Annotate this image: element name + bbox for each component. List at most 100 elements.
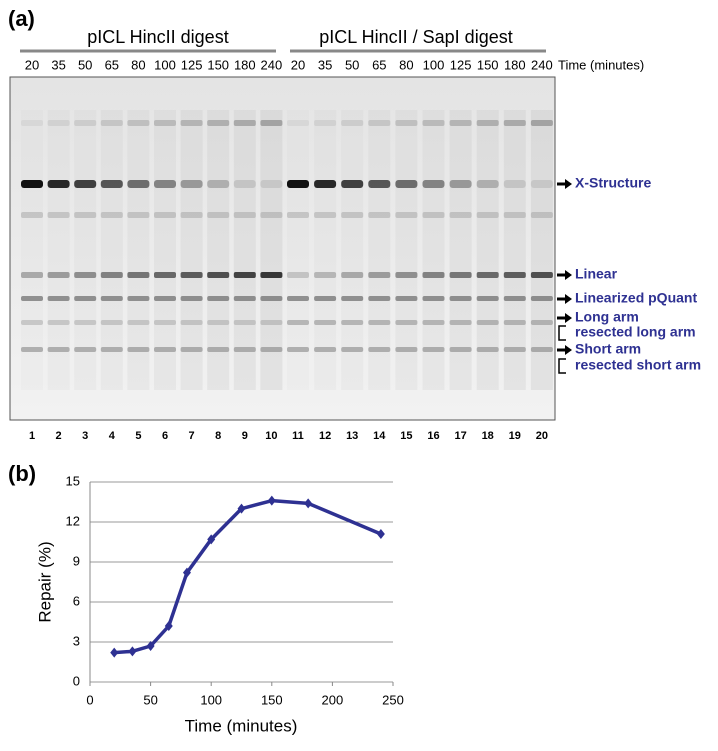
gel-band bbox=[207, 120, 230, 126]
lane-number: 19 bbox=[509, 430, 521, 442]
gel-band bbox=[530, 347, 553, 352]
data-point bbox=[207, 534, 216, 545]
gel-band bbox=[47, 320, 70, 325]
gel-band bbox=[422, 347, 445, 352]
gel-band bbox=[476, 212, 499, 218]
lane-smear bbox=[154, 110, 176, 390]
gel-band bbox=[47, 180, 70, 188]
lane-number: 14 bbox=[373, 430, 386, 442]
time-tick: 20 bbox=[291, 57, 305, 72]
gel-band bbox=[207, 180, 230, 188]
gel-band bbox=[476, 120, 499, 126]
gel-band bbox=[127, 347, 150, 352]
time-tick: 150 bbox=[477, 57, 499, 72]
x-tick-label: 150 bbox=[261, 692, 283, 707]
x-axis-label: Time (minutes) bbox=[185, 716, 298, 735]
time-tick: 100 bbox=[154, 57, 176, 72]
gel-band bbox=[341, 212, 364, 218]
gel-band bbox=[287, 120, 309, 126]
y-tick-label: 6 bbox=[73, 593, 80, 608]
gel-band bbox=[233, 212, 256, 218]
lane-smear bbox=[260, 110, 283, 390]
gel-band bbox=[127, 120, 150, 126]
gel-band bbox=[127, 296, 150, 301]
lane-number: 11 bbox=[292, 430, 304, 442]
band-label: Linear bbox=[575, 266, 618, 282]
gel-band bbox=[341, 347, 364, 352]
gel-band bbox=[314, 180, 337, 188]
time-tick: 240 bbox=[531, 57, 553, 72]
gel-band bbox=[503, 296, 526, 301]
y-tick-label: 3 bbox=[73, 633, 80, 648]
gel-band bbox=[260, 296, 283, 301]
band-label: resected long arm bbox=[575, 324, 696, 340]
gel-band bbox=[127, 180, 150, 188]
x-tick-label: 200 bbox=[322, 692, 344, 707]
gel-band bbox=[233, 296, 256, 301]
time-tick: 50 bbox=[78, 57, 92, 72]
gel-band bbox=[368, 347, 391, 352]
gel-band bbox=[21, 320, 43, 325]
gel-band bbox=[207, 212, 230, 218]
gel-band bbox=[47, 272, 70, 278]
arrow-head bbox=[565, 270, 572, 280]
gel-band bbox=[100, 296, 123, 301]
time-label: Time (minutes) bbox=[558, 57, 644, 72]
arrow-head bbox=[565, 345, 572, 355]
gel-band bbox=[530, 180, 553, 188]
gel-band bbox=[127, 272, 150, 278]
gel-band bbox=[395, 347, 418, 352]
gel-band bbox=[422, 296, 445, 301]
lane-number: 5 bbox=[135, 430, 141, 442]
y-tick-label: 15 bbox=[66, 473, 80, 488]
time-tick: 240 bbox=[261, 57, 283, 72]
lane-number: 4 bbox=[109, 430, 116, 442]
gel-band bbox=[233, 347, 256, 352]
data-point bbox=[304, 498, 313, 509]
gel-band bbox=[180, 296, 203, 301]
gel-band bbox=[100, 347, 123, 352]
gel-band bbox=[503, 120, 526, 126]
gel-band bbox=[207, 347, 230, 352]
data-point bbox=[128, 646, 137, 657]
data-line bbox=[114, 498, 382, 655]
time-tick: 35 bbox=[51, 57, 65, 72]
y-tick-label: 12 bbox=[66, 513, 80, 528]
gel-band bbox=[207, 272, 230, 278]
gel-band bbox=[368, 320, 391, 325]
lane-smear bbox=[233, 110, 256, 390]
time-tick: 80 bbox=[399, 57, 413, 72]
gel-band bbox=[127, 320, 150, 325]
gel-band bbox=[368, 120, 391, 126]
lane-number: 8 bbox=[215, 430, 221, 442]
lane-number: 15 bbox=[400, 430, 412, 442]
gel-band bbox=[21, 296, 43, 301]
gel-band bbox=[341, 296, 364, 301]
gel-band bbox=[100, 120, 123, 126]
lane-number: 9 bbox=[242, 430, 248, 442]
gel-band bbox=[180, 347, 203, 352]
x-tick-label: 0 bbox=[86, 692, 93, 707]
time-tick: 20 bbox=[25, 57, 39, 72]
data-point bbox=[146, 641, 155, 651]
gel-band bbox=[100, 180, 123, 188]
gel-band bbox=[154, 320, 176, 325]
gel-band bbox=[449, 120, 472, 126]
gel-band bbox=[260, 320, 283, 325]
gel-band bbox=[314, 347, 337, 352]
gel-band bbox=[74, 296, 97, 301]
time-tick: 65 bbox=[372, 57, 386, 72]
lane-number: 17 bbox=[454, 430, 466, 442]
lane-number: 20 bbox=[536, 430, 548, 442]
gel-band bbox=[100, 212, 123, 218]
gel-band bbox=[368, 212, 391, 218]
gel-band bbox=[74, 320, 97, 325]
group-label: pICL HincII digest bbox=[87, 27, 228, 47]
gel-band bbox=[127, 212, 150, 218]
gel-band bbox=[530, 320, 553, 325]
gel-band bbox=[260, 120, 283, 126]
lane-smear bbox=[449, 110, 472, 390]
gel-band bbox=[47, 212, 70, 218]
gel-band bbox=[21, 347, 43, 352]
y-axis-label: Repair (%) bbox=[35, 541, 54, 622]
